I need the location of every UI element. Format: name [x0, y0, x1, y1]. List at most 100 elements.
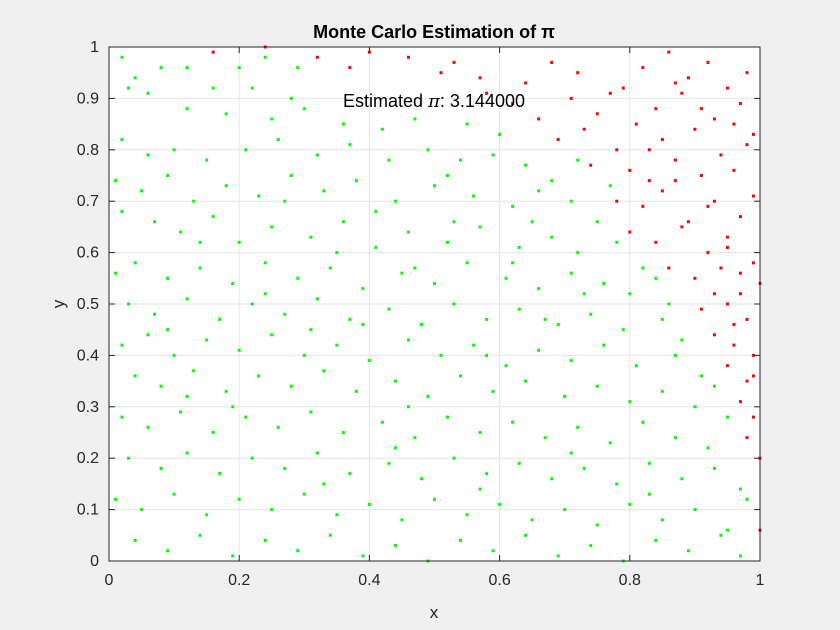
data-points [114, 45, 762, 563]
y-tick-label: 0 [90, 553, 99, 570]
inside-point [374, 209, 378, 213]
inside-point [615, 482, 619, 486]
inside-point [465, 122, 469, 126]
outside-point [699, 107, 703, 111]
inside-point [446, 240, 450, 244]
outside-point [634, 122, 638, 126]
outside-point [569, 96, 573, 100]
inside-point [602, 343, 606, 347]
inside-point [309, 235, 313, 239]
inside-point [172, 148, 176, 152]
outside-point [686, 76, 690, 80]
inside-point [354, 179, 358, 183]
inside-point [205, 158, 209, 162]
y-axis-label: y [49, 299, 68, 308]
inside-point [315, 451, 319, 455]
inside-point [289, 384, 293, 388]
outside-point [511, 102, 515, 106]
inside-point [192, 199, 196, 203]
inside-point [517, 461, 521, 465]
inside-point [504, 364, 508, 368]
outside-point [751, 261, 755, 265]
inside-point [569, 199, 573, 203]
inside-point [270, 117, 274, 121]
inside-point [537, 348, 541, 352]
inside-point [406, 230, 410, 234]
inside-point [511, 420, 515, 424]
inside-point [218, 317, 222, 321]
inside-point [719, 533, 723, 537]
inside-point [348, 472, 352, 476]
inside-point [296, 66, 300, 70]
inside-point [660, 317, 664, 321]
outside-point [654, 107, 658, 111]
inside-point [127, 86, 131, 90]
outside-point [686, 220, 690, 224]
outside-point [712, 333, 716, 337]
inside-point [146, 91, 150, 95]
inside-point [335, 251, 339, 255]
inside-point [146, 153, 150, 157]
outside-point [524, 81, 528, 85]
inside-point [146, 333, 150, 337]
inside-point [485, 317, 489, 321]
inside-point [393, 199, 397, 203]
inside-point [511, 261, 515, 265]
inside-point [166, 276, 170, 280]
inside-point [628, 400, 632, 404]
inside-point [348, 317, 352, 321]
inside-point [745, 497, 749, 501]
inside-point [387, 307, 391, 311]
outside-point [595, 112, 599, 116]
inside-point [315, 153, 319, 157]
inside-point [341, 122, 345, 126]
outside-point [621, 86, 625, 90]
inside-point [192, 369, 196, 373]
series-1 [211, 45, 762, 532]
inside-point [120, 55, 124, 59]
inside-point [517, 307, 521, 311]
inside-point [738, 487, 742, 491]
inside-point [738, 554, 742, 558]
inside-point [563, 395, 567, 399]
outside-point [738, 102, 742, 106]
inside-point [654, 276, 658, 280]
outside-point [615, 148, 619, 152]
inside-point [550, 235, 554, 239]
outside-point [738, 292, 742, 296]
inside-point [302, 492, 306, 496]
inside-point [582, 466, 586, 470]
inside-point [166, 549, 170, 553]
inside-point [491, 549, 495, 553]
outside-point [725, 86, 729, 90]
outside-point [725, 245, 729, 249]
outside-point [751, 194, 755, 198]
inside-point [224, 184, 228, 188]
x-tick-label: 1 [756, 572, 765, 589]
inside-point [413, 117, 417, 121]
outside-point [406, 55, 410, 59]
inside-point [595, 220, 599, 224]
axis-ticks: 0 0.2 0.4 0.6 0.8 1 0 0.1 0.2 0.3 0.4 0.5 0.6 0.7 0.8 0… [77, 39, 765, 589]
outside-point [556, 138, 560, 142]
inside-point [472, 343, 476, 347]
inside-point [426, 148, 430, 152]
outside-point [673, 158, 677, 162]
inside-point [361, 323, 365, 327]
inside-point [387, 461, 391, 465]
inside-point [393, 544, 397, 548]
inside-point [250, 456, 254, 460]
inside-point [133, 261, 137, 265]
outside-point [211, 50, 215, 54]
outside-point [745, 379, 749, 383]
inside-point [393, 446, 397, 450]
inside-point [296, 549, 300, 553]
inside-point [205, 338, 209, 342]
inside-point [250, 86, 254, 90]
outside-point [751, 415, 755, 419]
outside-point [660, 138, 664, 142]
inside-point [114, 497, 118, 501]
inside-point [608, 184, 612, 188]
inside-point [459, 158, 463, 162]
inside-point [485, 472, 489, 476]
